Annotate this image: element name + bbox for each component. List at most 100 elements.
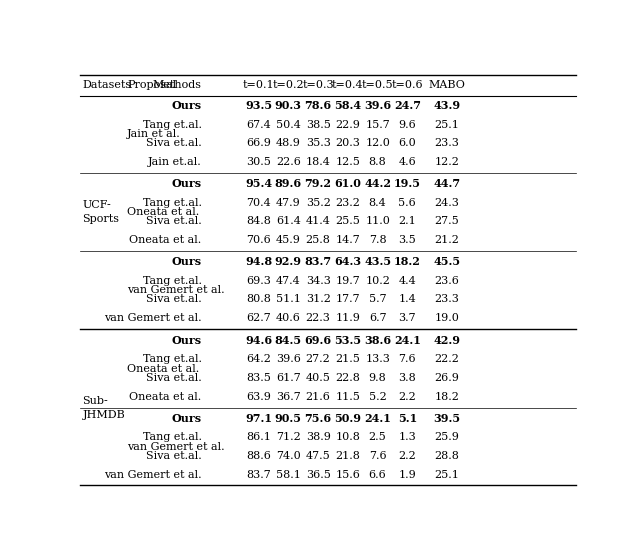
Text: 13.3: 13.3 xyxy=(365,355,390,364)
Text: 79.2: 79.2 xyxy=(305,178,332,189)
Text: 43.5: 43.5 xyxy=(364,256,391,267)
Text: 10.2: 10.2 xyxy=(365,275,390,286)
Text: 22.9: 22.9 xyxy=(335,120,360,129)
Text: 45.9: 45.9 xyxy=(276,236,301,245)
Text: 63.9: 63.9 xyxy=(246,392,271,402)
Text: 84.8: 84.8 xyxy=(246,217,271,226)
Text: 22.3: 22.3 xyxy=(306,313,330,323)
Text: 3.8: 3.8 xyxy=(399,374,416,383)
Text: Siva et.al.: Siva et.al. xyxy=(146,451,202,461)
Text: 12.0: 12.0 xyxy=(365,139,390,148)
Text: 78.6: 78.6 xyxy=(305,100,332,111)
Text: 5.6: 5.6 xyxy=(399,198,416,208)
Text: Sub-
JHMDB: Sub- JHMDB xyxy=(83,396,125,419)
Text: 21.5: 21.5 xyxy=(335,355,360,364)
Text: van Gemert et al.: van Gemert et al. xyxy=(127,442,225,452)
Text: 4.4: 4.4 xyxy=(399,275,416,286)
Text: 40.6: 40.6 xyxy=(276,313,301,323)
Text: Ours: Ours xyxy=(172,256,202,267)
Text: 44.7: 44.7 xyxy=(433,178,461,189)
Text: 19.0: 19.0 xyxy=(435,313,460,323)
Text: 15.6: 15.6 xyxy=(335,470,360,480)
Text: t=0.3: t=0.3 xyxy=(302,80,334,90)
Text: 25.5: 25.5 xyxy=(335,217,360,226)
Text: 25.8: 25.8 xyxy=(306,236,330,245)
Text: 43.9: 43.9 xyxy=(433,100,461,111)
Text: UCF-
Sports: UCF- Sports xyxy=(83,201,120,224)
Text: 70.4: 70.4 xyxy=(246,198,271,208)
Text: 83.7: 83.7 xyxy=(305,256,332,267)
Text: 42.9: 42.9 xyxy=(433,335,461,346)
Text: 41.4: 41.4 xyxy=(306,217,330,226)
Text: 83.7: 83.7 xyxy=(246,470,271,480)
Text: 39.5: 39.5 xyxy=(433,413,461,424)
Text: 2.2: 2.2 xyxy=(399,451,416,461)
Text: van Gemert et al.: van Gemert et al. xyxy=(104,470,202,480)
Text: 28.8: 28.8 xyxy=(435,451,460,461)
Text: 11.0: 11.0 xyxy=(365,217,390,226)
Text: t=0.1: t=0.1 xyxy=(243,80,275,90)
Text: 80.8: 80.8 xyxy=(246,294,271,305)
Text: 75.6: 75.6 xyxy=(305,413,332,424)
Text: 84.5: 84.5 xyxy=(275,335,302,346)
Text: 23.3: 23.3 xyxy=(435,139,460,148)
Text: 39.6: 39.6 xyxy=(276,355,301,364)
Text: Siva et.al.: Siva et.al. xyxy=(146,374,202,383)
Text: 12.2: 12.2 xyxy=(435,157,460,167)
Text: 31.2: 31.2 xyxy=(306,294,330,305)
Text: 18.2: 18.2 xyxy=(394,256,420,267)
Text: 5.2: 5.2 xyxy=(369,392,387,402)
Text: 3.7: 3.7 xyxy=(399,313,416,323)
Text: 71.2: 71.2 xyxy=(276,432,301,443)
Text: 8.4: 8.4 xyxy=(369,198,387,208)
Text: 35.2: 35.2 xyxy=(306,198,330,208)
Text: 2.5: 2.5 xyxy=(369,432,387,443)
Text: Oneata et al.: Oneata et al. xyxy=(127,207,200,217)
Text: 50.9: 50.9 xyxy=(334,413,362,424)
Text: 1.3: 1.3 xyxy=(399,432,416,443)
Text: 93.5: 93.5 xyxy=(245,100,272,111)
Text: 23.2: 23.2 xyxy=(335,198,360,208)
Text: Ours: Ours xyxy=(172,335,202,346)
Text: van Gemert et al.: van Gemert et al. xyxy=(127,285,225,295)
Text: 23.6: 23.6 xyxy=(435,275,460,286)
Text: 5.7: 5.7 xyxy=(369,294,387,305)
Text: 88.6: 88.6 xyxy=(246,451,271,461)
Text: 24.1: 24.1 xyxy=(364,413,391,424)
Text: 64.2: 64.2 xyxy=(246,355,271,364)
Text: 21.6: 21.6 xyxy=(306,392,330,402)
Text: 83.5: 83.5 xyxy=(246,374,271,383)
Text: Ours: Ours xyxy=(172,178,202,189)
Text: t=0.6: t=0.6 xyxy=(392,80,423,90)
Text: 67.4: 67.4 xyxy=(246,120,271,129)
Text: 66.9: 66.9 xyxy=(246,139,271,148)
Text: Ours: Ours xyxy=(172,100,202,111)
Text: 20.3: 20.3 xyxy=(335,139,360,148)
Text: 7.8: 7.8 xyxy=(369,236,387,245)
Text: 14.7: 14.7 xyxy=(335,236,360,245)
Text: van Gemert et al.: van Gemert et al. xyxy=(104,313,202,323)
Text: 12.5: 12.5 xyxy=(335,157,360,167)
Text: 6.6: 6.6 xyxy=(369,470,387,480)
Text: 15.7: 15.7 xyxy=(365,120,390,129)
Text: 44.2: 44.2 xyxy=(364,178,391,189)
Text: 22.6: 22.6 xyxy=(276,157,301,167)
Text: 64.3: 64.3 xyxy=(334,256,362,267)
Text: 48.9: 48.9 xyxy=(276,139,301,148)
Text: 36.5: 36.5 xyxy=(306,470,330,480)
Text: 25.1: 25.1 xyxy=(435,120,460,129)
Text: 21.8: 21.8 xyxy=(335,451,360,461)
Text: 5.1: 5.1 xyxy=(397,413,417,424)
Text: 92.9: 92.9 xyxy=(275,256,302,267)
Text: 4.6: 4.6 xyxy=(399,157,416,167)
Text: 61.0: 61.0 xyxy=(335,178,361,189)
Text: 18.2: 18.2 xyxy=(435,392,460,402)
Text: 7.6: 7.6 xyxy=(399,355,416,364)
Text: 27.2: 27.2 xyxy=(306,355,330,364)
Text: 2.2: 2.2 xyxy=(399,392,416,402)
Text: 24.7: 24.7 xyxy=(394,100,421,111)
Text: 6.7: 6.7 xyxy=(369,313,387,323)
Text: 9.6: 9.6 xyxy=(399,120,416,129)
Text: 11.5: 11.5 xyxy=(335,392,360,402)
Text: Proposal: Proposal xyxy=(127,80,176,90)
